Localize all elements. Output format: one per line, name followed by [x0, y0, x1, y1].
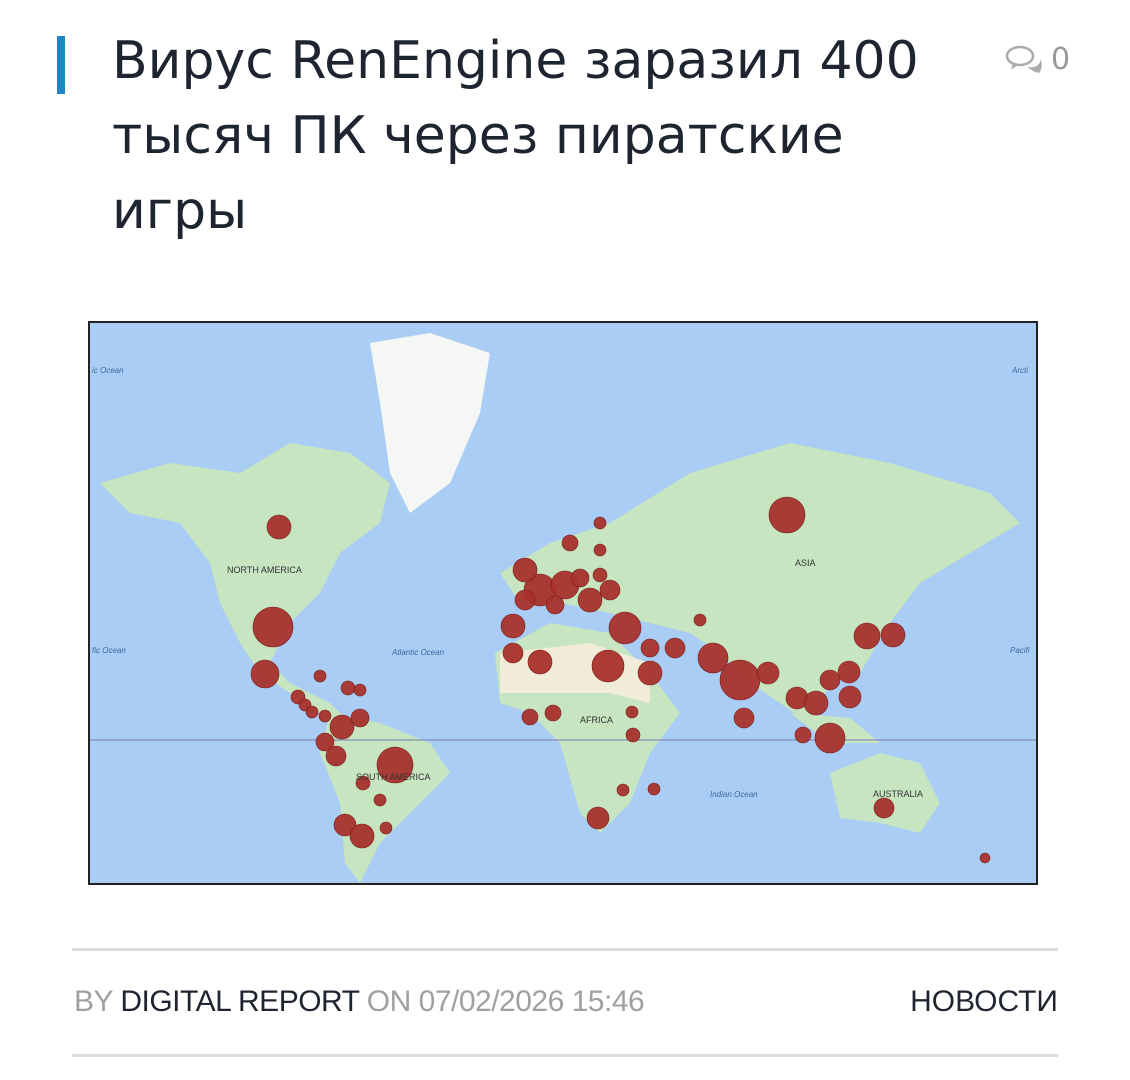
infection-marker: [591, 649, 625, 683]
infection-marker: [794, 726, 812, 744]
infection-marker: [500, 613, 526, 639]
infection-marker: [521, 708, 539, 726]
comments-icon: [1005, 45, 1042, 73]
infection-marker: [640, 638, 660, 658]
comment-count: 0: [1051, 42, 1071, 77]
infection-marker: [577, 587, 603, 613]
infection-marker: [664, 637, 686, 659]
infection-marker: [561, 534, 579, 552]
infection-marker: [305, 705, 319, 719]
infection-marker: [979, 852, 991, 864]
infection-marker: [647, 782, 661, 796]
infection-marker: [837, 660, 861, 684]
infection-marker: [625, 727, 641, 743]
infection-map: ic Ocean fic Ocean Pacifi Arcti Atlantic…: [88, 321, 1038, 885]
infection-marker: [814, 722, 846, 754]
infection-marker: [880, 622, 906, 648]
category-link[interactable]: НОВОСТИ: [910, 985, 1058, 1018]
infection-marker: [586, 806, 610, 830]
infection-marker: [379, 821, 393, 835]
infection-marker: [373, 793, 387, 807]
divider-bottom: [72, 1054, 1058, 1057]
label-pacific-left-2: fic Ocean: [92, 646, 126, 655]
infection-marker: [353, 683, 367, 697]
infection-marker: [318, 709, 332, 723]
title-accent-bar: [57, 36, 65, 94]
infection-marker: [719, 659, 761, 701]
infection-marker: [329, 714, 355, 740]
infection-marker: [514, 589, 536, 611]
infection-marker: [266, 514, 292, 540]
infection-marker: [693, 613, 707, 627]
infection-marker: [616, 783, 630, 797]
infection-marker: [527, 649, 553, 675]
infection-marker: [637, 660, 663, 686]
infection-marker: [313, 669, 327, 683]
infection-marker: [355, 775, 371, 791]
infection-marker: [349, 823, 375, 849]
infection-marker: [252, 606, 294, 648]
infection-marker: [325, 745, 347, 767]
label-atlantic: Atlantic Ocean: [391, 648, 445, 657]
label-africa: AFRICA: [580, 715, 613, 725]
label-pacific-left: ic Ocean: [92, 366, 124, 375]
label-indian: Indian Ocean: [710, 790, 758, 799]
by-label: BY: [74, 985, 113, 1018]
on-label: ON: [366, 985, 412, 1018]
label-south-america: SOUTH AMERICA: [356, 772, 431, 782]
land: [100, 333, 1020, 883]
author-link[interactable]: DIGITAL REPORT: [120, 985, 359, 1018]
infection-marker: [545, 595, 565, 615]
label-pacific-right: Pacifi: [1010, 646, 1030, 655]
infection-marker: [768, 496, 806, 534]
infection-marker: [873, 797, 895, 819]
infection-marker: [593, 516, 607, 530]
infection-marker: [350, 708, 370, 728]
infection-marker: [250, 659, 280, 689]
infection-marker: [608, 611, 642, 645]
infection-marker: [593, 543, 607, 557]
infection-marker: [512, 557, 538, 583]
infection-marker: [733, 707, 755, 729]
label-asia: ASIA: [795, 558, 816, 568]
article-title: Вирус RenEngine заразил 400 тысяч ПК чер…: [112, 31, 919, 241]
infection-marker: [853, 622, 881, 650]
infection-marker: [544, 704, 562, 722]
infection-marker: [625, 705, 639, 719]
infection-marker: [340, 680, 356, 696]
infection-marker: [592, 567, 608, 583]
infection-marker: [697, 642, 729, 674]
infection-marker: [333, 813, 357, 837]
label-australia: AUSTRALIA: [873, 789, 923, 799]
article-meta: BY DIGITAL REPORT ON 07/02/2026 15:46: [74, 985, 645, 1019]
infection-marker: [838, 685, 862, 709]
infection-marker: [599, 579, 621, 601]
infection-marker: [819, 669, 841, 691]
infection-marker: [570, 568, 590, 588]
publish-datetime: 07/02/2026 15:46: [418, 985, 645, 1018]
infection-marker: [376, 746, 414, 784]
label-north-america: NORTH AMERICA: [227, 565, 302, 575]
divider-top: [72, 948, 1058, 951]
label-arctic: Arcti: [1011, 366, 1028, 375]
infection-marker: [315, 732, 335, 752]
infection-marker: [502, 642, 524, 664]
infection-marker: [756, 661, 780, 685]
comments-link[interactable]: 0: [1005, 42, 1070, 77]
infection-marker: [803, 690, 829, 716]
